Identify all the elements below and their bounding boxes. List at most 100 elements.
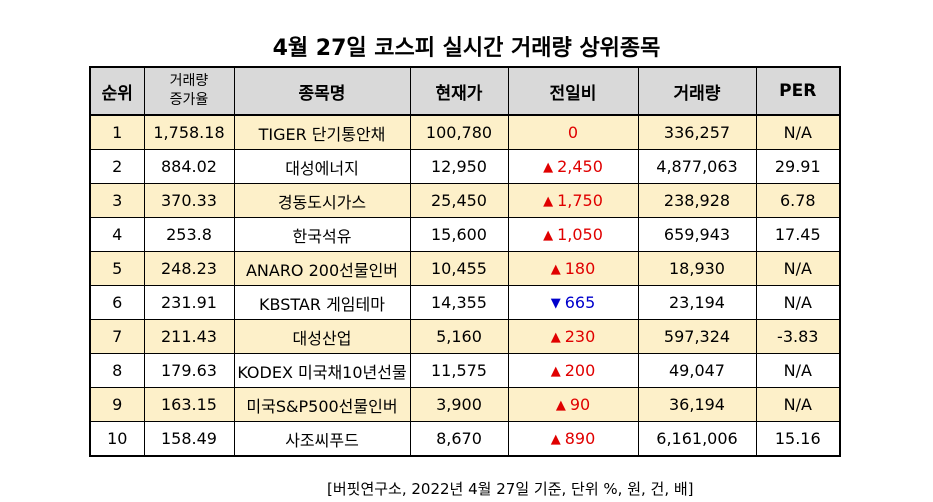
header-name: 종목명 (233, 66, 411, 116)
table-header-row: 순위 거래량 증가율 종목명 현재가 전일비 거래량 PER (89, 66, 841, 116)
rank-cell: 3 (89, 183, 145, 218)
stock-name-cell: 미국S&P500선물인버 (233, 387, 411, 422)
stock-name-cell: 경동도시가스 (233, 183, 411, 218)
change-value: 0 (567, 123, 579, 142)
stock-name: KBSTAR 게임테마 (259, 294, 385, 314)
volume-increase-cell: 370.33 (143, 183, 235, 218)
per-cell: N/A (755, 285, 841, 320)
change-cell: ▲ 200 (507, 353, 639, 388)
per-cell: 17.45 (755, 217, 841, 252)
price-cell: 15,600 (409, 217, 509, 252)
stock-name: 경동도시가스 (277, 192, 367, 212)
table-row: 4 253.8 한국석유 15,600 ▲ 1,050 659,943 17.45 (89, 217, 841, 252)
change-cell: ▲ 1,750 (507, 183, 639, 218)
up-triangle-icon: ▲ (543, 228, 554, 243)
stock-name: 대성산업 (292, 328, 352, 348)
stock-name: 사조씨푸드 (285, 430, 359, 450)
volume-increase-cell: 884.02 (143, 149, 235, 184)
volume-cell: 4,877,063 (637, 149, 757, 184)
price-cell: 10,455 (409, 251, 509, 286)
volume-increase-cell: 211.43 (143, 319, 235, 354)
up-triangle-icon: ▲ (550, 262, 561, 277)
volume-increase-cell: 163.15 (143, 387, 235, 422)
stock-name-cell: 대성에너지 (233, 149, 411, 184)
header-volume: 거래량 (637, 66, 757, 116)
volume-cell: 659,943 (637, 217, 757, 252)
price-cell: 14,355 (409, 285, 509, 320)
table-body: 1 1,758.18 TIGER 단기통안채 100,780 0 336,257 N/A 2 8… (89, 114, 841, 457)
per-cell: -3.83 (755, 319, 841, 354)
stock-name-cell: KBSTAR 게임테마 (233, 285, 411, 320)
rank-cell: 2 (89, 149, 145, 184)
per-cell: N/A (755, 353, 841, 388)
stock-name: TIGER 단기통안채 (258, 124, 386, 144)
volume-cell: 23,194 (637, 285, 757, 320)
volume-increase-cell: 231.91 (143, 285, 235, 320)
price-cell: 8,670 (409, 421, 509, 457)
price-cell: 5,160 (409, 319, 509, 354)
volume-ranking-table: 순위 거래량 증가율 종목명 현재가 전일비 거래량 PER 1 1,758.18… (89, 66, 841, 457)
change-cell: ▲ 890 (507, 421, 639, 457)
header-volume-increase: 거래량 증가율 (143, 66, 235, 116)
rank-cell: 4 (89, 217, 145, 252)
volume-cell: 18,930 (637, 251, 757, 286)
table-row: 7 211.43 대성산업 5,160 ▲ 230 597,324 -3.83 (89, 319, 841, 354)
change-value: 890 (564, 429, 596, 448)
table-row: 9 163.15 미국S&P500선물인버 3,900 ▲ 90 36,194 N/A (89, 387, 841, 422)
header-change: 전일비 (507, 66, 639, 116)
volume-increase-cell: 1,758.18 (143, 114, 235, 150)
volume-cell: 597,324 (637, 319, 757, 354)
header-rank: 순위 (89, 66, 145, 116)
volume-increase-cell: 253.8 (143, 217, 235, 252)
volume-increase-cell: 179.63 (143, 353, 235, 388)
change-cell: ▲ 90 (507, 387, 639, 422)
change-cell: ▲ 230 (507, 319, 639, 354)
table-row: 8 179.63 KODEX 미국채10년선물 11,575 ▲ 200 49,047 N/A (89, 353, 841, 388)
volume-increase-cell: 158.49 (143, 421, 235, 457)
up-triangle-icon: ▲ (543, 160, 554, 175)
table-row: 10 158.49 사조씨푸드 8,670 ▲ 890 6,161,006 15.16 (89, 421, 841, 457)
page-title: 4월 27일 코스피 실시간 거래량 상위종목 (272, 36, 661, 61)
table-row: 5 248.23 ANARO 200선물인버 10,455 ▲ 180 18,930 N/A (89, 251, 841, 286)
change-cell: 0 (507, 114, 639, 150)
change-cell: ▼ 665 (507, 285, 639, 320)
volume-increase-cell: 248.23 (143, 251, 235, 286)
up-triangle-icon: ▲ (550, 330, 561, 345)
table-row: 6 231.91 KBSTAR 게임테마 14,355 ▼ 665 23,194 N/A (89, 285, 841, 320)
header-price: 현재가 (409, 66, 509, 116)
stock-name: 대성에너지 (285, 158, 359, 178)
per-cell: N/A (755, 387, 841, 422)
rank-cell: 9 (89, 387, 145, 422)
per-cell: N/A (755, 114, 841, 150)
price-cell: 100,780 (409, 114, 509, 150)
stock-name-cell: 한국석유 (233, 217, 411, 252)
stock-name: ANARO 200선물인버 (245, 260, 399, 280)
price-cell: 11,575 (409, 353, 509, 388)
per-cell: 15.16 (755, 421, 841, 457)
stock-name-cell: 사조씨푸드 (233, 421, 411, 457)
per-cell: 6.78 (755, 183, 841, 218)
up-triangle-icon: ▲ (550, 432, 561, 447)
source-footnote: [버핏연구소, 2022년 4월 27일 기준, 단위 %, 원, 건, 배] (327, 480, 694, 498)
price-cell: 12,950 (409, 149, 509, 184)
rank-cell: 6 (89, 285, 145, 320)
volume-cell: 336,257 (637, 114, 757, 150)
header-volume-increase-line2: 증가율 (169, 92, 209, 108)
stock-name-cell: KODEX 미국채10년선물 (233, 353, 411, 388)
rank-cell: 10 (89, 421, 145, 457)
volume-cell: 36,194 (637, 387, 757, 422)
change-value: 180 (564, 259, 596, 278)
change-cell: ▲ 180 (507, 251, 639, 286)
price-cell: 25,450 (409, 183, 509, 218)
up-triangle-icon: ▲ (550, 364, 561, 379)
down-triangle-icon: ▼ (550, 296, 561, 311)
change-value: 90 (569, 395, 591, 414)
rank-cell: 8 (89, 353, 145, 388)
volume-cell: 49,047 (637, 353, 757, 388)
up-triangle-icon: ▲ (555, 398, 566, 413)
change-cell: ▲ 1,050 (507, 217, 639, 252)
stock-name-cell: TIGER 단기통안채 (233, 114, 411, 150)
price-cell: 3,900 (409, 387, 509, 422)
change-value: 1,050 (557, 225, 603, 244)
change-cell: ▲ 2,450 (507, 149, 639, 184)
